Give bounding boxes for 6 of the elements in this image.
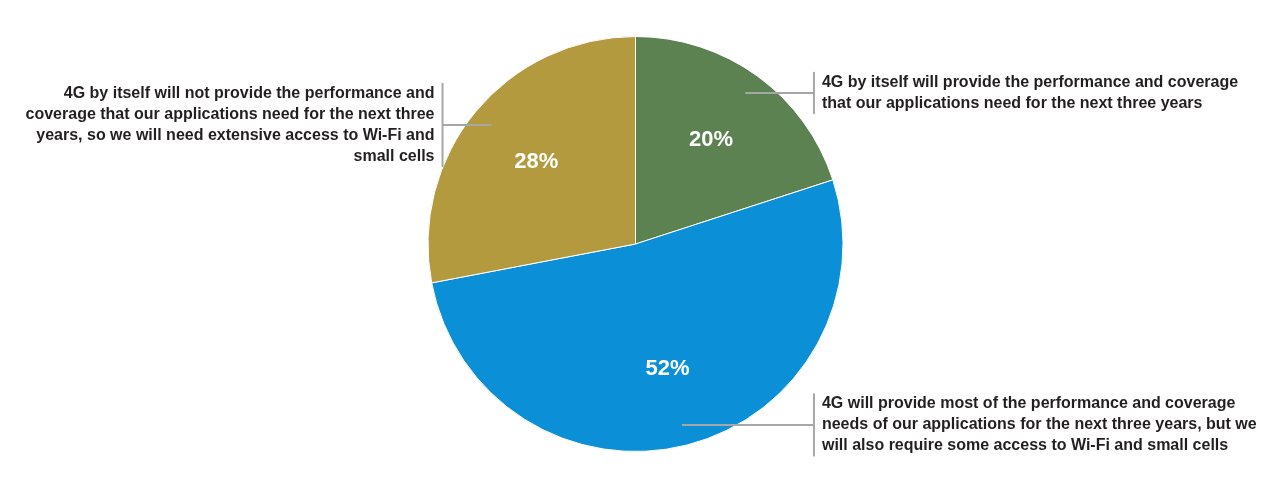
slice-label: 4G by itself will not provide the performance and coverage that our applications need for the next three years, so we will need extensive access to Wi-Fi and small cells (25, 83, 435, 164)
data-label: 20% (689, 125, 734, 151)
data-label: 28% (514, 148, 559, 174)
data-label: 52% (645, 354, 690, 380)
slice-label: 4G will provide most of the performance and coverage needs of our applications for the next three years, but we will also require some access to Wi-Fi and small cells (820, 394, 1257, 454)
slice-label: 4G by itself will provide the performance and coverage that our applications need for the next three years (821, 72, 1239, 111)
